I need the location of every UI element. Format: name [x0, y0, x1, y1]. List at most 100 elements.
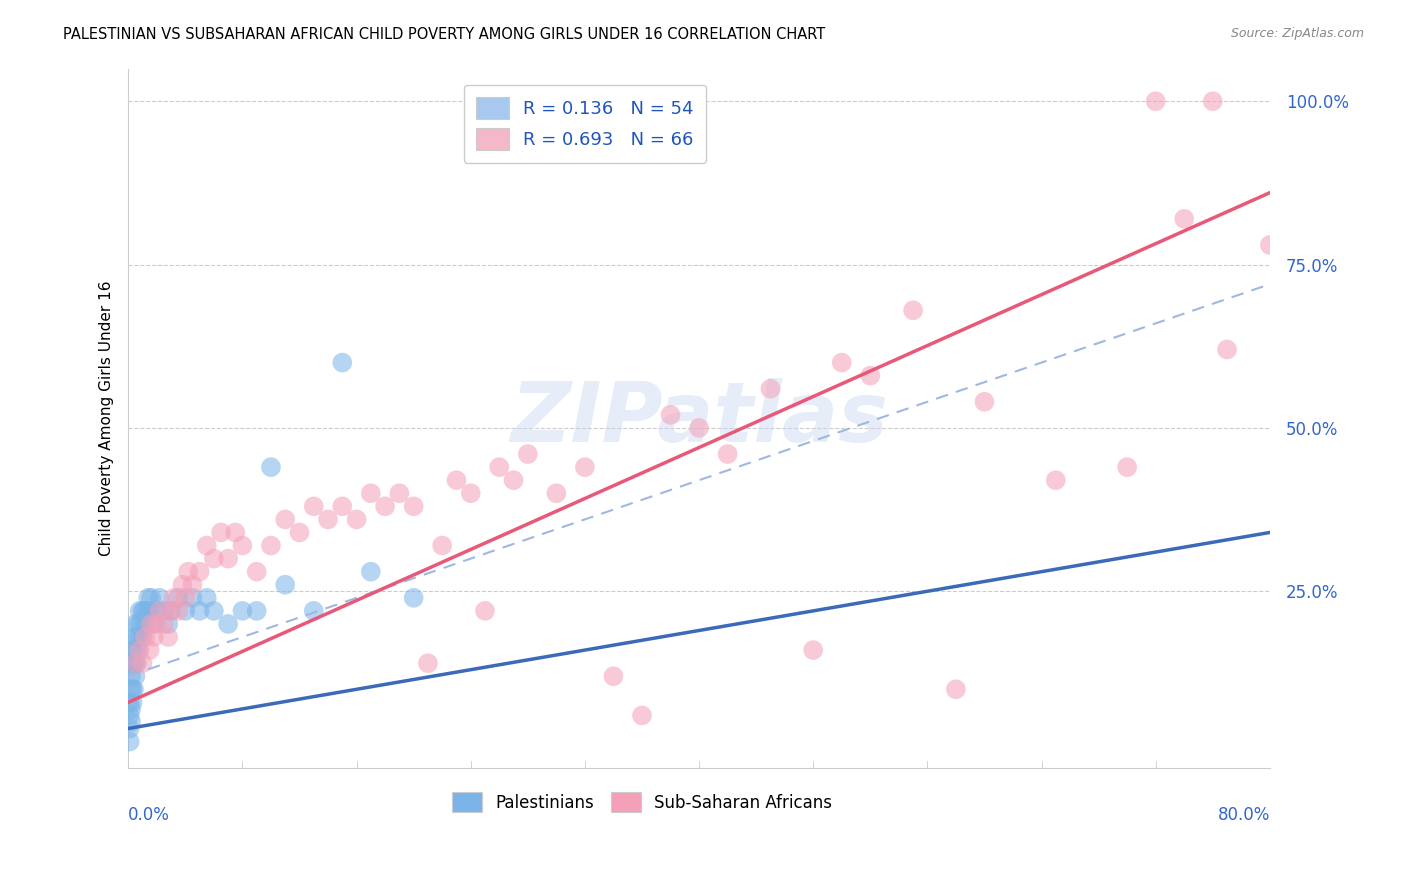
Point — [330, 355, 353, 369]
Point — [134, 616, 156, 631]
Point — [136, 591, 159, 605]
Point — [716, 447, 738, 461]
Point — [120, 714, 142, 729]
Point — [502, 473, 524, 487]
Point — [202, 604, 225, 618]
Point — [195, 591, 218, 605]
Point — [131, 656, 153, 670]
Point — [128, 604, 150, 618]
Point — [167, 604, 190, 618]
Point — [118, 722, 141, 736]
Point — [246, 604, 269, 618]
Point — [1045, 473, 1067, 487]
Point — [131, 604, 153, 618]
Text: PALESTINIAN VS SUBSAHARAN AFRICAN CHILD POVERTY AMONG GIRLS UNDER 16 CORRELATION: PALESTINIAN VS SUBSAHARAN AFRICAN CHILD … — [63, 27, 825, 42]
Point — [274, 512, 297, 526]
Point — [1216, 343, 1239, 357]
Point — [831, 355, 853, 369]
Point — [973, 394, 995, 409]
Text: ZIPatlas: ZIPatlas — [510, 377, 889, 458]
Point — [202, 551, 225, 566]
Point — [231, 539, 253, 553]
Point — [374, 500, 396, 514]
Point — [260, 539, 283, 553]
Point — [121, 682, 143, 697]
Point — [142, 630, 165, 644]
Point — [128, 643, 150, 657]
Point — [121, 656, 143, 670]
Point — [174, 591, 197, 605]
Point — [172, 578, 194, 592]
Text: Source: ZipAtlas.com: Source: ZipAtlas.com — [1230, 27, 1364, 40]
Point — [346, 512, 368, 526]
Point — [516, 447, 538, 461]
Point — [120, 682, 142, 697]
Point — [118, 708, 141, 723]
Point — [122, 656, 145, 670]
Point — [1258, 238, 1281, 252]
Point — [360, 486, 382, 500]
Point — [127, 643, 149, 657]
Point — [859, 368, 882, 383]
Point — [142, 616, 165, 631]
Point — [160, 604, 183, 618]
Point — [124, 643, 146, 657]
Point — [153, 604, 176, 618]
Point — [157, 616, 180, 631]
Point — [124, 616, 146, 631]
Point — [125, 630, 148, 644]
Point — [602, 669, 624, 683]
Point — [217, 551, 239, 566]
Point — [149, 591, 172, 605]
Point — [388, 486, 411, 500]
Point — [128, 630, 150, 644]
Point — [945, 682, 967, 697]
Point — [157, 630, 180, 644]
Point — [1116, 460, 1139, 475]
Point — [360, 565, 382, 579]
Point — [122, 630, 145, 644]
Point — [125, 656, 148, 670]
Point — [160, 604, 183, 618]
Point — [118, 695, 141, 709]
Point — [124, 669, 146, 683]
Point — [134, 630, 156, 644]
Point — [488, 460, 510, 475]
Point — [132, 604, 155, 618]
Point — [302, 604, 325, 618]
Point — [260, 460, 283, 475]
Point — [131, 630, 153, 644]
Text: 80.0%: 80.0% — [1218, 806, 1270, 824]
Point — [446, 473, 468, 487]
Point — [631, 708, 654, 723]
Point — [181, 578, 204, 592]
Point — [759, 382, 782, 396]
Y-axis label: Child Poverty Among Girls Under 16: Child Poverty Among Girls Under 16 — [100, 280, 114, 556]
Point — [120, 669, 142, 683]
Point — [330, 500, 353, 514]
Point — [901, 303, 924, 318]
Point — [231, 604, 253, 618]
Point — [121, 643, 143, 657]
Point — [167, 591, 190, 605]
Point — [432, 539, 454, 553]
Point — [1173, 211, 1195, 226]
Point — [163, 591, 186, 605]
Point — [121, 695, 143, 709]
Point — [135, 604, 157, 618]
Point — [138, 604, 160, 618]
Point — [138, 643, 160, 657]
Point — [402, 591, 425, 605]
Point — [129, 616, 152, 631]
Point — [416, 656, 439, 670]
Point — [177, 565, 200, 579]
Point — [139, 616, 162, 631]
Point — [316, 512, 339, 526]
Point — [146, 616, 169, 631]
Point — [149, 604, 172, 618]
Point — [120, 702, 142, 716]
Point — [1144, 94, 1167, 108]
Point — [181, 591, 204, 605]
Legend: Palestinians, Sub-Saharan Africans: Palestinians, Sub-Saharan Africans — [441, 782, 842, 822]
Text: 0.0%: 0.0% — [128, 806, 170, 824]
